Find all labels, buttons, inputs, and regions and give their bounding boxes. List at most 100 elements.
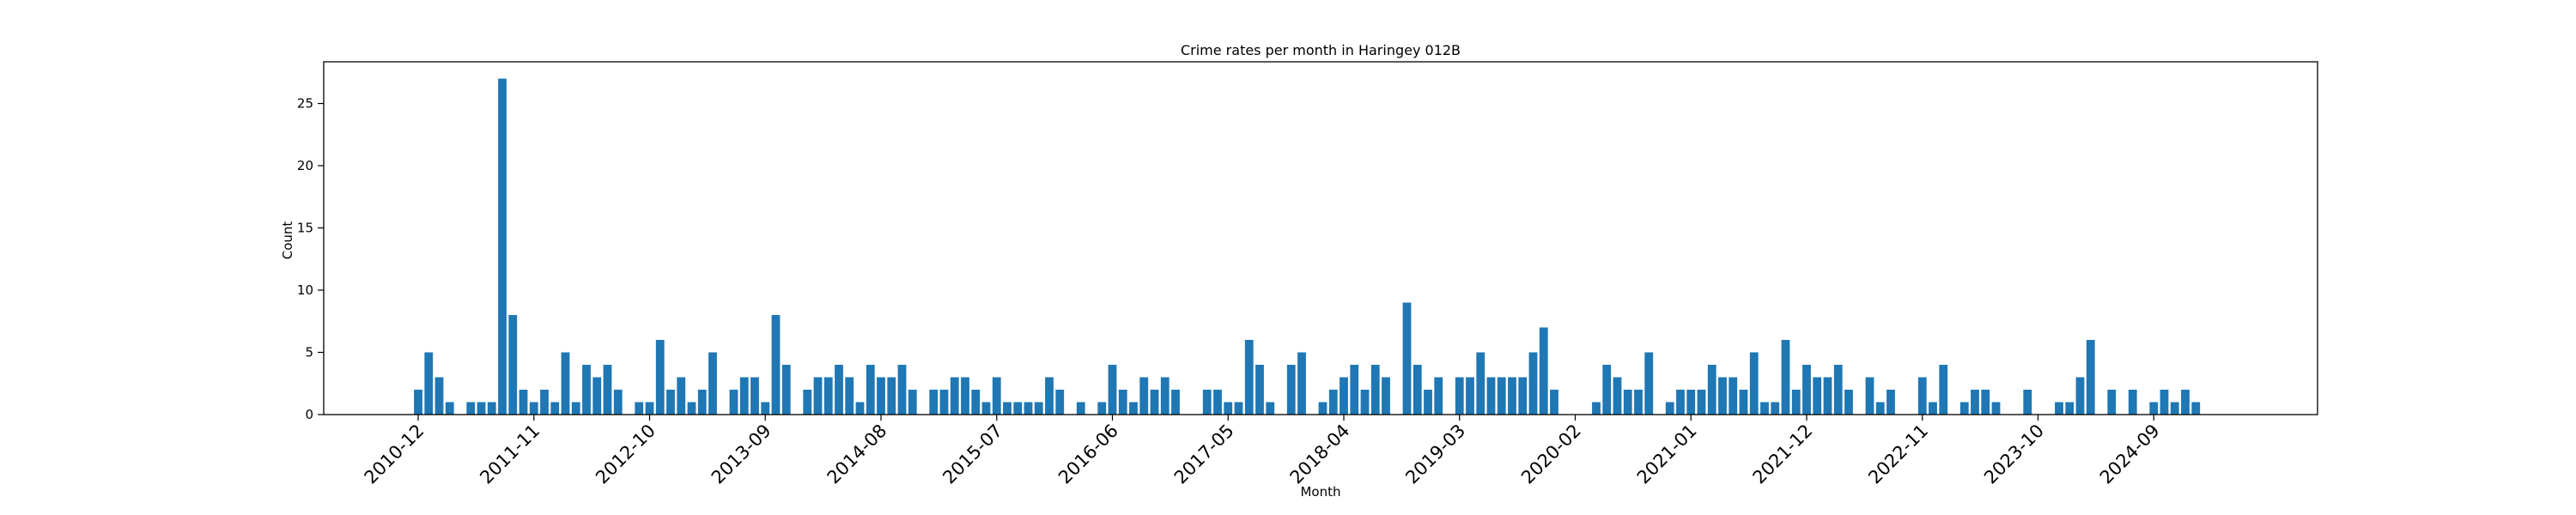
bar: [803, 390, 812, 415]
bar: [845, 377, 854, 415]
bar: [1802, 365, 1811, 415]
plot-frame: [323, 61, 2318, 415]
bar: [2149, 402, 2159, 415]
bar: [1644, 352, 1654, 415]
bar: [1255, 365, 1264, 415]
bar: [887, 377, 896, 415]
bar: [1613, 377, 1622, 415]
bar: [666, 390, 675, 415]
y-tick-label: 0: [305, 407, 313, 422]
bar: [2055, 402, 2063, 415]
bar: [1875, 402, 1885, 415]
x-tick-label: 2011-11: [476, 421, 544, 488]
bar: [1728, 377, 1738, 415]
bar: [1297, 352, 1306, 415]
bar: [1486, 377, 1496, 415]
bar: [971, 390, 981, 415]
x-tick-label: 2012-10: [592, 421, 659, 488]
x-tick-label: 2010-12: [361, 421, 428, 488]
x-tick-label: 2019-03: [1401, 421, 1469, 488]
bar: [1045, 377, 1054, 415]
bar: [677, 377, 686, 415]
bar: [1476, 352, 1485, 415]
bar: [1466, 377, 1474, 415]
bar: [1350, 365, 1359, 415]
bar: [1224, 402, 1233, 415]
bar: [1917, 377, 1927, 415]
bar: [2023, 390, 2032, 415]
bar: [1497, 377, 1506, 415]
bar: [1623, 390, 1632, 415]
bar: [1455, 377, 1464, 415]
bar: [529, 402, 538, 415]
bar: [1340, 377, 1348, 415]
bar: [1202, 390, 1212, 415]
x-tick-label: 2024-09: [2096, 421, 2164, 488]
bar: [1833, 365, 1843, 415]
bar: [1213, 390, 1222, 415]
x-tick-label: 2016-06: [1054, 421, 1122, 488]
bar: [1286, 365, 1296, 415]
bar: [1508, 377, 1516, 415]
bar: [1771, 402, 1780, 415]
bar: [1097, 402, 1107, 415]
bar: [603, 365, 612, 415]
bar: [897, 365, 907, 415]
x-tick-label: 2013-09: [708, 421, 775, 488]
bar: [2160, 390, 2169, 415]
bar: [477, 402, 486, 415]
bar: [697, 390, 707, 415]
bar: [487, 402, 496, 415]
y-tick-label: 10: [297, 282, 313, 298]
x-tick-label: 2015-07: [939, 421, 1006, 488]
bar: [1076, 402, 1085, 415]
bar: [729, 390, 738, 415]
bar: [1370, 365, 1380, 415]
bar: [434, 377, 444, 415]
bar: [1013, 402, 1023, 415]
bar: [1981, 390, 1990, 415]
bar: [1971, 390, 1979, 415]
x-tick-label: 2014-08: [823, 421, 891, 488]
bar: [2191, 402, 2201, 415]
bar: [561, 352, 570, 415]
bar: [1234, 402, 1243, 415]
bar: [1108, 365, 1117, 415]
bar: [1959, 402, 1969, 415]
bar: [1739, 390, 1748, 415]
bar: [635, 402, 644, 415]
y-tick-label: 20: [297, 158, 313, 173]
bar: [1634, 390, 1643, 415]
bar: [908, 390, 917, 415]
bar: [1150, 390, 1159, 415]
bar: [613, 390, 623, 415]
bar: [2075, 377, 2085, 415]
x-axis: 2010-12 2011-11 2012-10 2013-09 2014-08 2015-…: [361, 415, 2164, 488]
bar: [761, 402, 770, 415]
bar: [550, 402, 560, 415]
bar: [1434, 377, 1443, 415]
bar: [1318, 402, 1327, 415]
bar: [687, 402, 696, 415]
bar: [2086, 340, 2095, 415]
bar: [655, 340, 665, 415]
bar: [813, 377, 823, 415]
bar: [961, 377, 969, 415]
bar: [582, 365, 591, 415]
bar: [823, 377, 833, 415]
bar: [1402, 302, 1412, 415]
bar: [750, 377, 759, 415]
bar: [781, 365, 791, 415]
bar: [1592, 402, 1601, 415]
bar: [1539, 327, 1548, 415]
bar: [508, 315, 518, 415]
bar: [1813, 377, 1822, 415]
x-tick-label: 2023-10: [1980, 421, 2048, 488]
bar: [1939, 365, 1948, 415]
y-axis-label: Count: [280, 221, 295, 260]
bar: [540, 390, 549, 415]
x-axis-label: Month: [1300, 484, 1340, 500]
bar: [1929, 402, 1937, 415]
bar: [950, 377, 959, 415]
bar: [1844, 390, 1853, 415]
